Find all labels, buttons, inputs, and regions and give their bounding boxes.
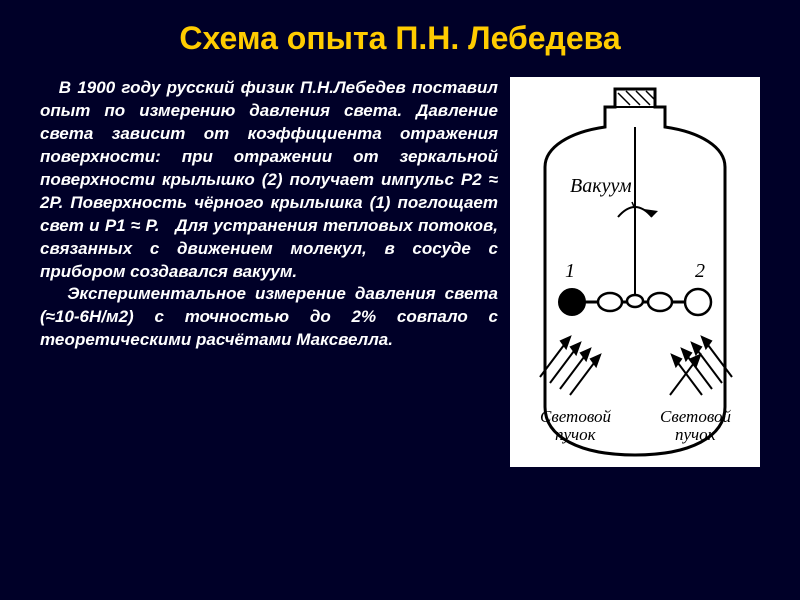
label-vane-2: 2 — [695, 260, 705, 282]
label-vacuum: Вакуум — [570, 175, 632, 197]
para1: В 1900 году русский физик П.Н.Лебедев по… — [40, 78, 498, 189]
experiment-diagram: Вакуум 1 2 — [510, 77, 760, 467]
beam-left-arrows — [540, 337, 600, 395]
diagram-svg: Вакуум 1 2 — [510, 77, 760, 467]
label-beam-left-2: пучок — [555, 425, 597, 444]
label-vane-1: 1 — [565, 260, 575, 282]
label-beam-right-1: Световой — [660, 407, 731, 426]
end: . — [388, 330, 393, 349]
eq2: P1 ≈ P. — [105, 216, 160, 235]
slide-title: Схема опыта П.Н. Лебедева — [40, 20, 760, 57]
content: В 1900 году русский физик П.Н.Лебедев по… — [40, 77, 760, 467]
para4: Экспериментальное измерение давления све… — [40, 284, 498, 349]
label-beam-right-2: пучок — [675, 425, 717, 444]
label-beam-left-1: Световой — [540, 407, 611, 426]
body-text: В 1900 году русский физик П.Н.Лебедев по… — [40, 77, 498, 467]
